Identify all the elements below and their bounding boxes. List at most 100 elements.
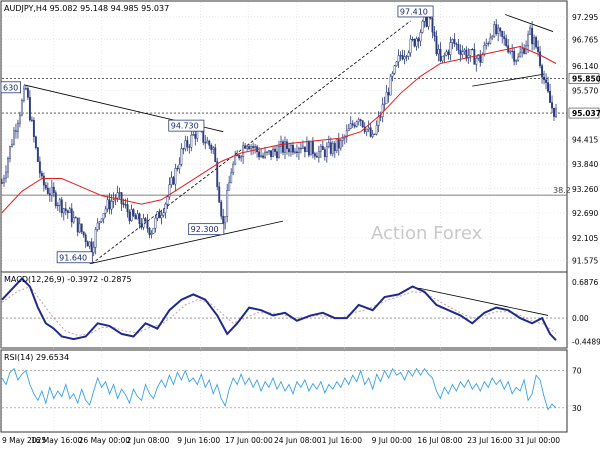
candle-body (439, 49, 442, 62)
candle-body (48, 193, 51, 196)
candle-body (290, 144, 292, 153)
candle-body (120, 192, 123, 204)
candle-body (521, 48, 524, 54)
candle-body (453, 39, 456, 44)
candle-body (403, 56, 406, 60)
price-annotation-box (188, 223, 225, 236)
candle-body (517, 56, 520, 61)
candle-body (216, 161, 219, 188)
x-tick-label: 16 Jul 08:00 (417, 436, 462, 445)
candle-body (347, 128, 350, 132)
candle-body (455, 43, 458, 45)
moving-average-line (1, 45, 557, 213)
candle-body (276, 151, 278, 159)
candle-body (513, 50, 516, 62)
candle-body (515, 60, 518, 62)
candle-body (325, 146, 328, 158)
candle-body (519, 52, 522, 58)
candle-body (451, 39, 454, 43)
price-annotation-label: 92.300 (191, 225, 219, 234)
candle-body (228, 182, 231, 191)
candle-body (361, 120, 364, 128)
candle-body (409, 38, 412, 54)
price-annotation-label: 97.410 (400, 7, 428, 16)
candle-body (395, 61, 398, 67)
candle-body (282, 141, 284, 153)
candle-body (82, 231, 85, 236)
candle-body (224, 216, 227, 224)
candle-body (28, 97, 31, 121)
candle-body (373, 133, 376, 135)
candle-body (26, 88, 29, 98)
trendline (505, 14, 554, 32)
candle-body (294, 151, 296, 153)
candle-body (98, 221, 101, 224)
candle-body (341, 137, 344, 141)
candle-body (44, 184, 47, 189)
candle-body (353, 124, 356, 127)
candle-body (365, 128, 368, 132)
price-annotation-box (56, 251, 93, 264)
candle-body (417, 38, 420, 42)
candle-body (258, 151, 261, 158)
candle-body (545, 79, 547, 83)
candle-body (42, 175, 45, 186)
price-level-tag (568, 73, 600, 84)
candle-body (22, 88, 25, 101)
rsi-panel-title: RSI(14) 29.6534 (4, 353, 69, 362)
macd-panel: MACD(12,26,9) -0.3972 -0.2875 (0, 271, 568, 349)
candle-body (7, 158, 9, 173)
candle-body (238, 155, 241, 159)
candle-body (58, 199, 61, 206)
price-grid (1, 2, 567, 269)
candle-body (355, 121, 358, 127)
candle-body (132, 209, 135, 216)
candle-body (248, 146, 251, 150)
candle-body (212, 147, 215, 150)
price-annotation-box (168, 119, 205, 132)
candle-body (122, 203, 125, 205)
candle-body (379, 116, 382, 118)
candle-body (182, 148, 185, 150)
candle-body (208, 140, 211, 146)
candle-body (142, 218, 145, 228)
candle-body (178, 164, 181, 170)
candle-body (168, 184, 171, 198)
price-level-tag-text: 95.850 (572, 74, 600, 83)
candle-body (315, 155, 318, 158)
candle-body (148, 228, 151, 235)
candle-body (116, 192, 119, 199)
candle-body (375, 125, 378, 135)
candle-body (383, 103, 386, 105)
candle-body (393, 65, 396, 74)
candle-body (469, 49, 472, 56)
y-tick-label: 91.575 (572, 257, 598, 266)
candle-body (551, 102, 553, 109)
x-tick-label: 26 May 00:00 (79, 436, 131, 445)
candle-body (78, 223, 81, 233)
candle-body (66, 210, 69, 214)
rsi-grid (1, 348, 567, 432)
candle-body (471, 49, 474, 51)
candle-body (493, 24, 496, 37)
candle-body (449, 42, 452, 55)
candle-body (86, 241, 89, 247)
candle-body (345, 130, 348, 138)
candle-body (88, 241, 91, 247)
candle-body (186, 140, 189, 148)
candle-body (106, 199, 109, 210)
candle-body (371, 133, 374, 137)
candle-body (190, 134, 193, 148)
candle-body (118, 192, 121, 194)
x-tick-label: 2 Jun 08:00 (126, 436, 169, 445)
candle-body (18, 114, 21, 124)
candle-body (286, 141, 288, 149)
trendline (472, 73, 545, 87)
macd-tick-label: -0.4489 (572, 338, 600, 347)
candle-body (531, 27, 534, 45)
candle-body (230, 172, 233, 184)
candle-body (313, 153, 316, 157)
candle-body (11, 143, 13, 147)
candle-body (301, 146, 304, 149)
